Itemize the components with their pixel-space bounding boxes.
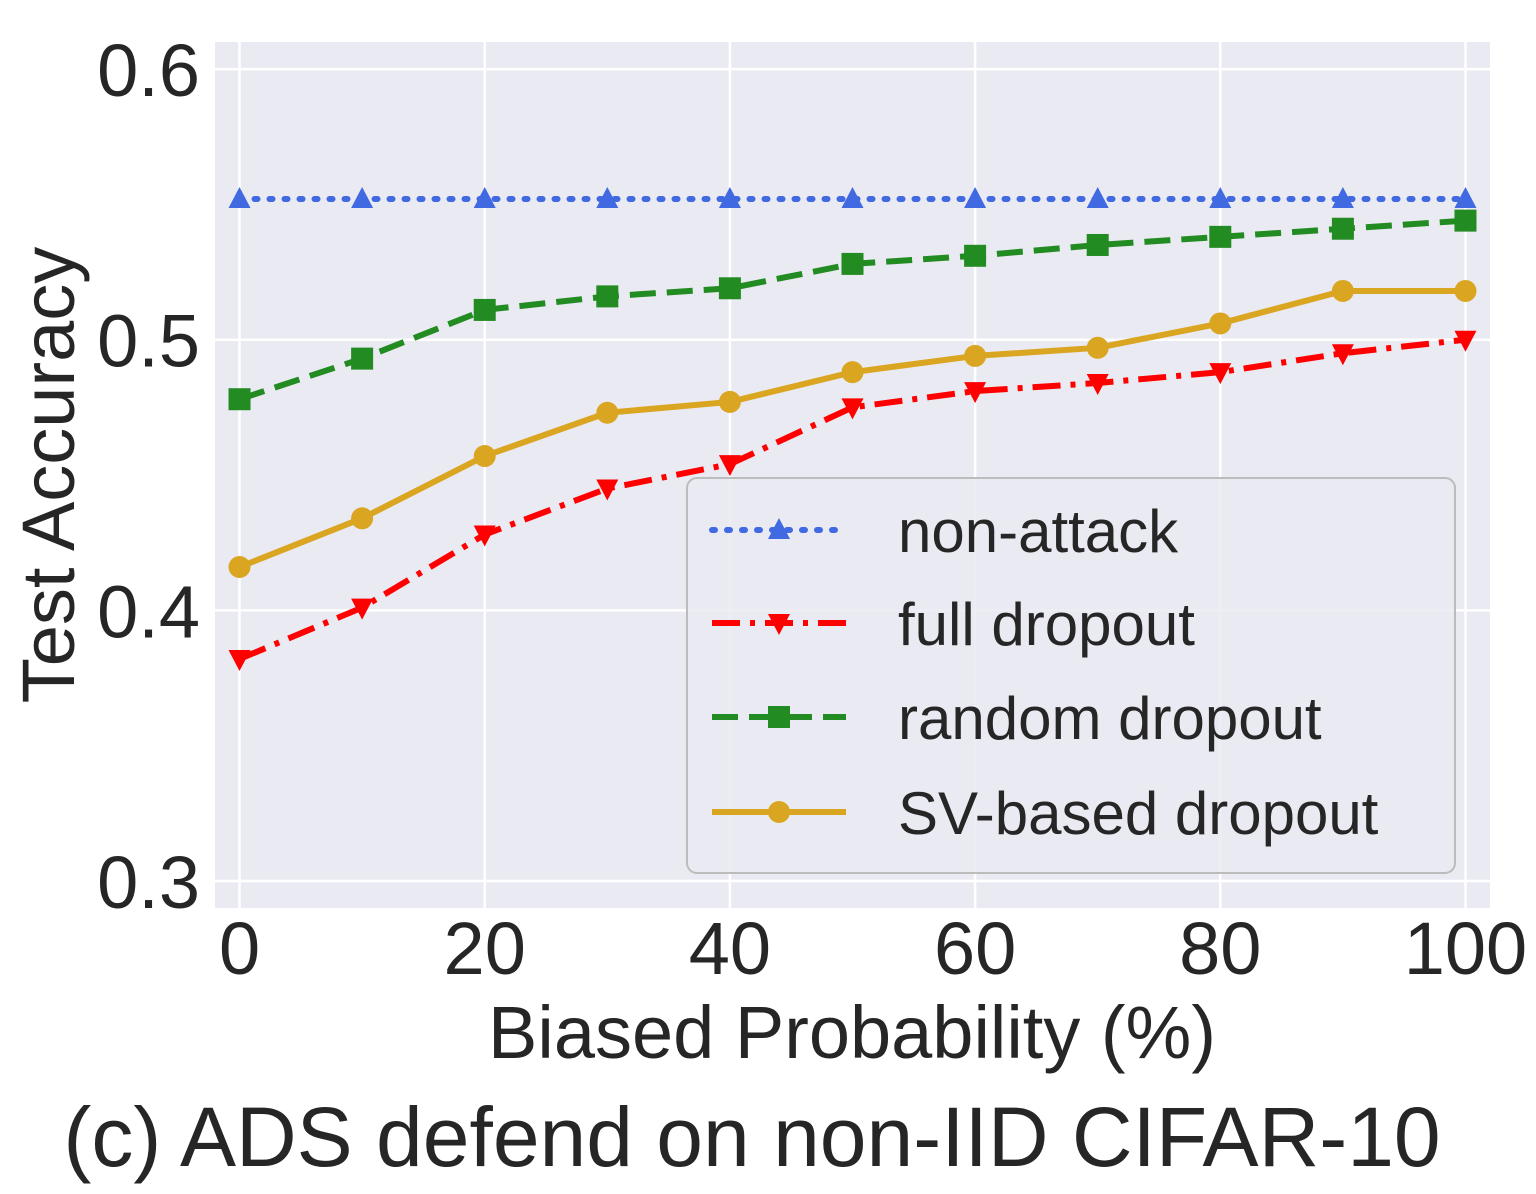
data-point — [718, 455, 741, 477]
data-point — [1331, 186, 1354, 208]
series-random-dropout — [228, 209, 1477, 411]
data-point — [1209, 186, 1232, 208]
data-point — [1209, 363, 1232, 385]
data-point — [841, 252, 864, 275]
x-tick-label: 20 — [444, 907, 526, 990]
legend: non-attack full dropout random dropout SV-b… — [686, 477, 1456, 874]
legend-label: non-attack — [898, 498, 1179, 565]
y-tick-labels: 0.3 0.4 0.5 0.6 — [97, 29, 200, 924]
data-point — [596, 186, 619, 208]
data-point — [1331, 217, 1354, 240]
y-tick-label: 0.5 — [97, 300, 200, 383]
data-point — [351, 598, 374, 620]
data-point — [1086, 373, 1109, 395]
data-point — [718, 186, 741, 208]
legend-label: SV-based dropout — [898, 780, 1379, 847]
x-tick-label: 80 — [1179, 907, 1261, 990]
data-point — [596, 479, 619, 501]
data-point — [351, 186, 374, 208]
data-point — [718, 277, 741, 300]
series-layer — [228, 186, 1477, 672]
data-point — [1209, 225, 1232, 248]
legend-item: random dropout — [712, 685, 1322, 752]
data-point — [841, 398, 864, 420]
data-point — [351, 507, 374, 530]
legend-label: full dropout — [898, 591, 1195, 658]
y-tick-label: 0.6 — [97, 29, 200, 112]
x-tick-labels: 0 20 40 60 80 100 — [219, 907, 1527, 990]
x-tick-label: 100 — [1404, 907, 1527, 990]
data-point — [228, 650, 251, 672]
legend-box — [686, 477, 1456, 874]
legend-marker — [768, 801, 790, 823]
legend-item: full dropout — [712, 591, 1195, 658]
data-point — [596, 285, 619, 308]
series-sv-based-dropout — [228, 279, 1477, 579]
data-point — [1086, 336, 1109, 359]
data-point — [473, 186, 496, 208]
legend-marker — [768, 614, 790, 635]
legend-item: non-attack — [709, 498, 1179, 565]
data-point — [1331, 279, 1354, 302]
x-axis-label: Biased Probability (%) — [488, 991, 1216, 1074]
data-point — [964, 344, 987, 367]
data-point — [228, 388, 251, 411]
data-point — [1331, 344, 1354, 366]
y-tick-label: 0.4 — [97, 570, 200, 653]
series-line — [238, 336, 1466, 662]
data-point — [964, 382, 987, 404]
data-point — [964, 186, 987, 208]
chart-caption: (c) ADS defend on non-IID CIFAR-10 — [63, 1090, 1440, 1184]
data-point — [1454, 279, 1477, 302]
x-tick-label: 40 — [689, 907, 771, 990]
data-point — [228, 556, 251, 579]
legend-marker — [768, 518, 790, 539]
series-non-attack — [228, 186, 1477, 208]
x-tick-label: 60 — [934, 907, 1016, 990]
series-full-dropout — [228, 330, 1477, 672]
legend-item: SV-based dropout — [712, 780, 1379, 847]
legend-label: random dropout — [898, 685, 1322, 752]
data-point — [718, 390, 741, 413]
data-point — [1086, 186, 1109, 208]
data-point — [1209, 312, 1232, 335]
data-point — [228, 186, 251, 208]
data-point — [351, 347, 374, 370]
data-point — [841, 361, 864, 384]
x-tick-label: 0 — [219, 907, 260, 990]
data-point — [1086, 233, 1109, 256]
data-point — [1454, 330, 1477, 352]
data-point — [596, 401, 619, 424]
data-point — [1454, 186, 1477, 208]
data-point — [964, 244, 987, 267]
data-point — [841, 186, 864, 208]
y-axis-label: Test Accuracy — [7, 247, 90, 704]
data-point — [473, 445, 496, 468]
data-point — [473, 525, 496, 547]
data-point — [473, 298, 496, 321]
legend-marker — [768, 706, 790, 728]
data-point — [1454, 209, 1477, 232]
y-tick-label: 0.3 — [97, 841, 200, 924]
